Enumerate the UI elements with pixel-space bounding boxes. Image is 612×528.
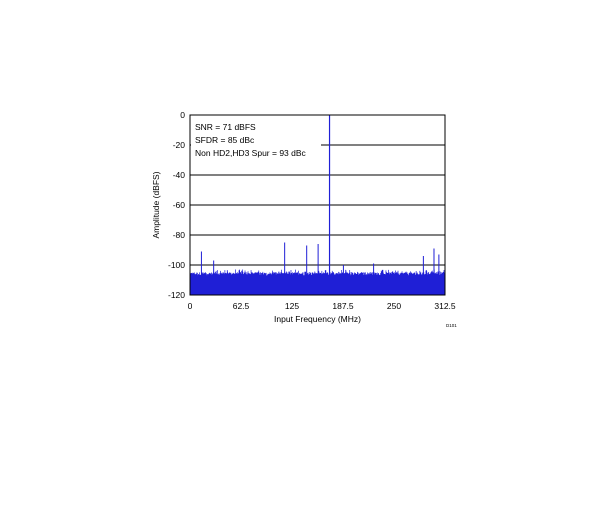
y-axis-label: Amplitude (dBFS) xyxy=(151,171,161,238)
grid-layer xyxy=(190,144,445,266)
x-tick-label-0: 0 xyxy=(188,301,193,311)
annotation-background xyxy=(191,118,321,158)
y-tick-label-4: -80 xyxy=(173,230,186,240)
plot-frame xyxy=(189,114,446,296)
y-tick-label-5: -100 xyxy=(168,260,185,270)
noise-floor-layer xyxy=(189,269,446,295)
y-tick-label-6: -120 xyxy=(168,290,185,300)
y-tick-label-0: 0 xyxy=(180,110,185,120)
x-tick-labels: 0 62.5 125 187.5 250 312.5 xyxy=(188,301,456,311)
figure-id-label: D101 xyxy=(446,323,457,328)
y-tick-labels: 0 -20 -40 -60 -80 -100 -120 xyxy=(168,110,185,300)
x-tick-label-2: 125 xyxy=(285,301,299,311)
x-tick-label-1: 62.5 xyxy=(233,301,250,311)
x-tick-label-5: 312.5 xyxy=(434,301,456,311)
x-tick-label-3: 187.5 xyxy=(332,301,354,311)
x-axis-label: Input Frequency (MHz) xyxy=(274,314,361,324)
x-tick-label-4: 250 xyxy=(387,301,401,311)
annotation-sfdr: SFDR = 85 dBc xyxy=(195,135,255,145)
annotation-snr: SNR = 71 dBFS xyxy=(195,122,256,132)
y-tick-label-3: -60 xyxy=(173,200,186,210)
y-tick-label-1: -20 xyxy=(173,140,186,150)
y-tick-label-2: -40 xyxy=(173,170,186,180)
annotation-spur: Non HD2,HD3 Spur = 93 dBc xyxy=(195,148,307,158)
noise-floor-trace xyxy=(189,269,446,295)
annotation-layer: SNR = 71 dBFS SFDR = 85 dBc Non HD2,HD3 … xyxy=(191,118,321,158)
spur-layer xyxy=(200,115,440,276)
